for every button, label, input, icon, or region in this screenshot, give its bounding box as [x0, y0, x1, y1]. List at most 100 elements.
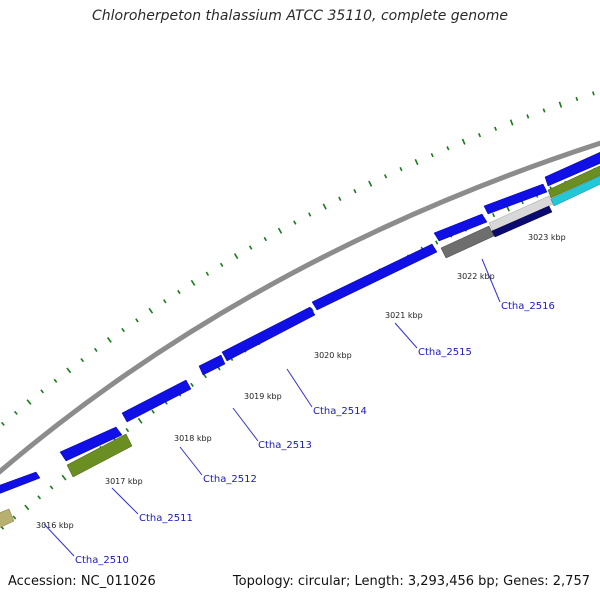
cds-feature[interactable] — [483, 183, 548, 215]
scale-label: 3019 kbp — [244, 392, 282, 401]
gene-label-leaders — [43, 258, 501, 557]
gc-tick — [66, 367, 72, 374]
leader-line — [481, 258, 501, 303]
gc-tick — [368, 180, 373, 187]
gc-tick — [121, 327, 125, 333]
gc-tick — [163, 299, 167, 304]
gc-tick — [277, 227, 283, 234]
topology-text: Topology: circular; Length: 3,293,456 bp… — [232, 574, 590, 589]
gc-tick — [322, 203, 327, 210]
cds-feature[interactable] — [433, 213, 488, 242]
gc-tick — [575, 96, 579, 102]
cds-feature[interactable] — [221, 306, 316, 362]
gc-tick — [399, 166, 403, 172]
cds-feature[interactable] — [198, 354, 226, 376]
forward-cds-track — [0, 150, 600, 495]
gc-tick — [106, 337, 112, 343]
gc-tick — [491, 212, 496, 218]
gc-tick — [383, 174, 388, 179]
gc-tick — [263, 236, 267, 242]
khaki-feature[interactable] — [0, 508, 15, 528]
gc-tick — [435, 240, 439, 245]
gc-tick — [203, 374, 207, 379]
olive-feature[interactable] — [547, 164, 600, 199]
leader-line — [111, 487, 139, 515]
gc-tick — [592, 91, 595, 96]
gc-tick — [190, 279, 196, 286]
gene-labels: Ctha_2510 Ctha_2511 Ctha_2512 Ctha_2513 … — [75, 301, 555, 566]
map-title: Chloroherpeton thalassium ATCC 35110, co… — [92, 8, 508, 24]
cds-feature[interactable] — [0, 471, 41, 495]
gc-tick — [40, 389, 45, 394]
cds-feature[interactable] — [311, 243, 438, 311]
gc-tick — [190, 382, 194, 388]
navy-feature[interactable] — [491, 205, 553, 238]
gc-tick — [353, 189, 357, 194]
gc-tick — [177, 289, 181, 295]
gc-tick — [80, 358, 85, 363]
scale-label: 3017 kbp — [105, 477, 143, 486]
gc-content-ticks-outer — [0, 91, 595, 426]
leader-line — [179, 446, 203, 476]
gene-label[interactable]: Ctha_2515 — [418, 347, 472, 358]
gc-tick — [125, 427, 130, 433]
cds-feature[interactable] — [59, 426, 123, 462]
leader-line — [286, 368, 313, 408]
gc-tick — [446, 146, 450, 151]
gc-tick — [137, 417, 143, 424]
leader-line — [232, 407, 259, 442]
gc-tick — [310, 307, 314, 312]
gene-label[interactable]: Ctha_2511 — [139, 513, 193, 524]
scale-labels: 3016 kbp 3017 kbp 3018 kbp 3019 kbp 3020… — [36, 233, 566, 530]
gc-tick — [430, 152, 434, 158]
cds-feature[interactable] — [544, 150, 600, 187]
gc-tick — [37, 495, 42, 500]
gc-tick — [526, 114, 530, 119]
gene-label[interactable]: Ctha_2512 — [203, 474, 257, 485]
scale-label: 3020 kbp — [314, 351, 352, 360]
gc-tick — [93, 347, 98, 352]
gene-label[interactable]: Ctha_2514 — [313, 406, 367, 417]
gc-tick — [338, 196, 342, 201]
gc-tick — [308, 212, 312, 217]
accession-text: Accession: NC_011026 — [8, 574, 156, 589]
gc-tick — [542, 108, 546, 113]
gc-tick — [293, 220, 297, 225]
gc-tick — [12, 515, 17, 520]
gc-tick — [24, 504, 30, 511]
gene-label[interactable]: Ctha_2516 — [501, 301, 555, 312]
gc-tick — [26, 399, 32, 405]
gc-tick — [151, 409, 155, 414]
scale-label: 3023 kbp — [528, 233, 566, 242]
gc-tick — [478, 132, 482, 138]
gc-tick — [233, 253, 239, 260]
gc-tick — [135, 318, 139, 323]
gc-tick — [414, 158, 419, 166]
gene-label[interactable]: Ctha_2510 — [75, 555, 129, 566]
leader-line — [394, 322, 418, 349]
cyan-feature[interactable] — [550, 174, 600, 207]
scale-label: 3016 kbp — [36, 521, 74, 530]
grey-feature[interactable] — [440, 225, 495, 259]
reverse-feature-track — [0, 164, 600, 528]
gc-tick — [49, 485, 54, 490]
gc-tick — [509, 119, 514, 126]
gc-tick — [494, 126, 498, 131]
gc-tick — [13, 410, 18, 415]
gene-label[interactable]: Ctha_2513 — [258, 440, 312, 451]
scale-label: 3022 kbp — [457, 272, 495, 281]
gc-tick — [0, 421, 5, 426]
gc-tick — [205, 271, 210, 276]
genome-backbone — [0, 140, 600, 475]
scale-label: 3021 kbp — [385, 311, 423, 320]
gc-tick — [53, 378, 58, 383]
gc-tick — [219, 262, 224, 268]
gc-tick — [148, 307, 154, 314]
cds-feature[interactable] — [121, 379, 192, 423]
olive-feature[interactable] — [66, 433, 133, 478]
gc-tick — [558, 101, 563, 108]
gc-tick — [461, 138, 466, 145]
gc-tick — [248, 245, 253, 250]
